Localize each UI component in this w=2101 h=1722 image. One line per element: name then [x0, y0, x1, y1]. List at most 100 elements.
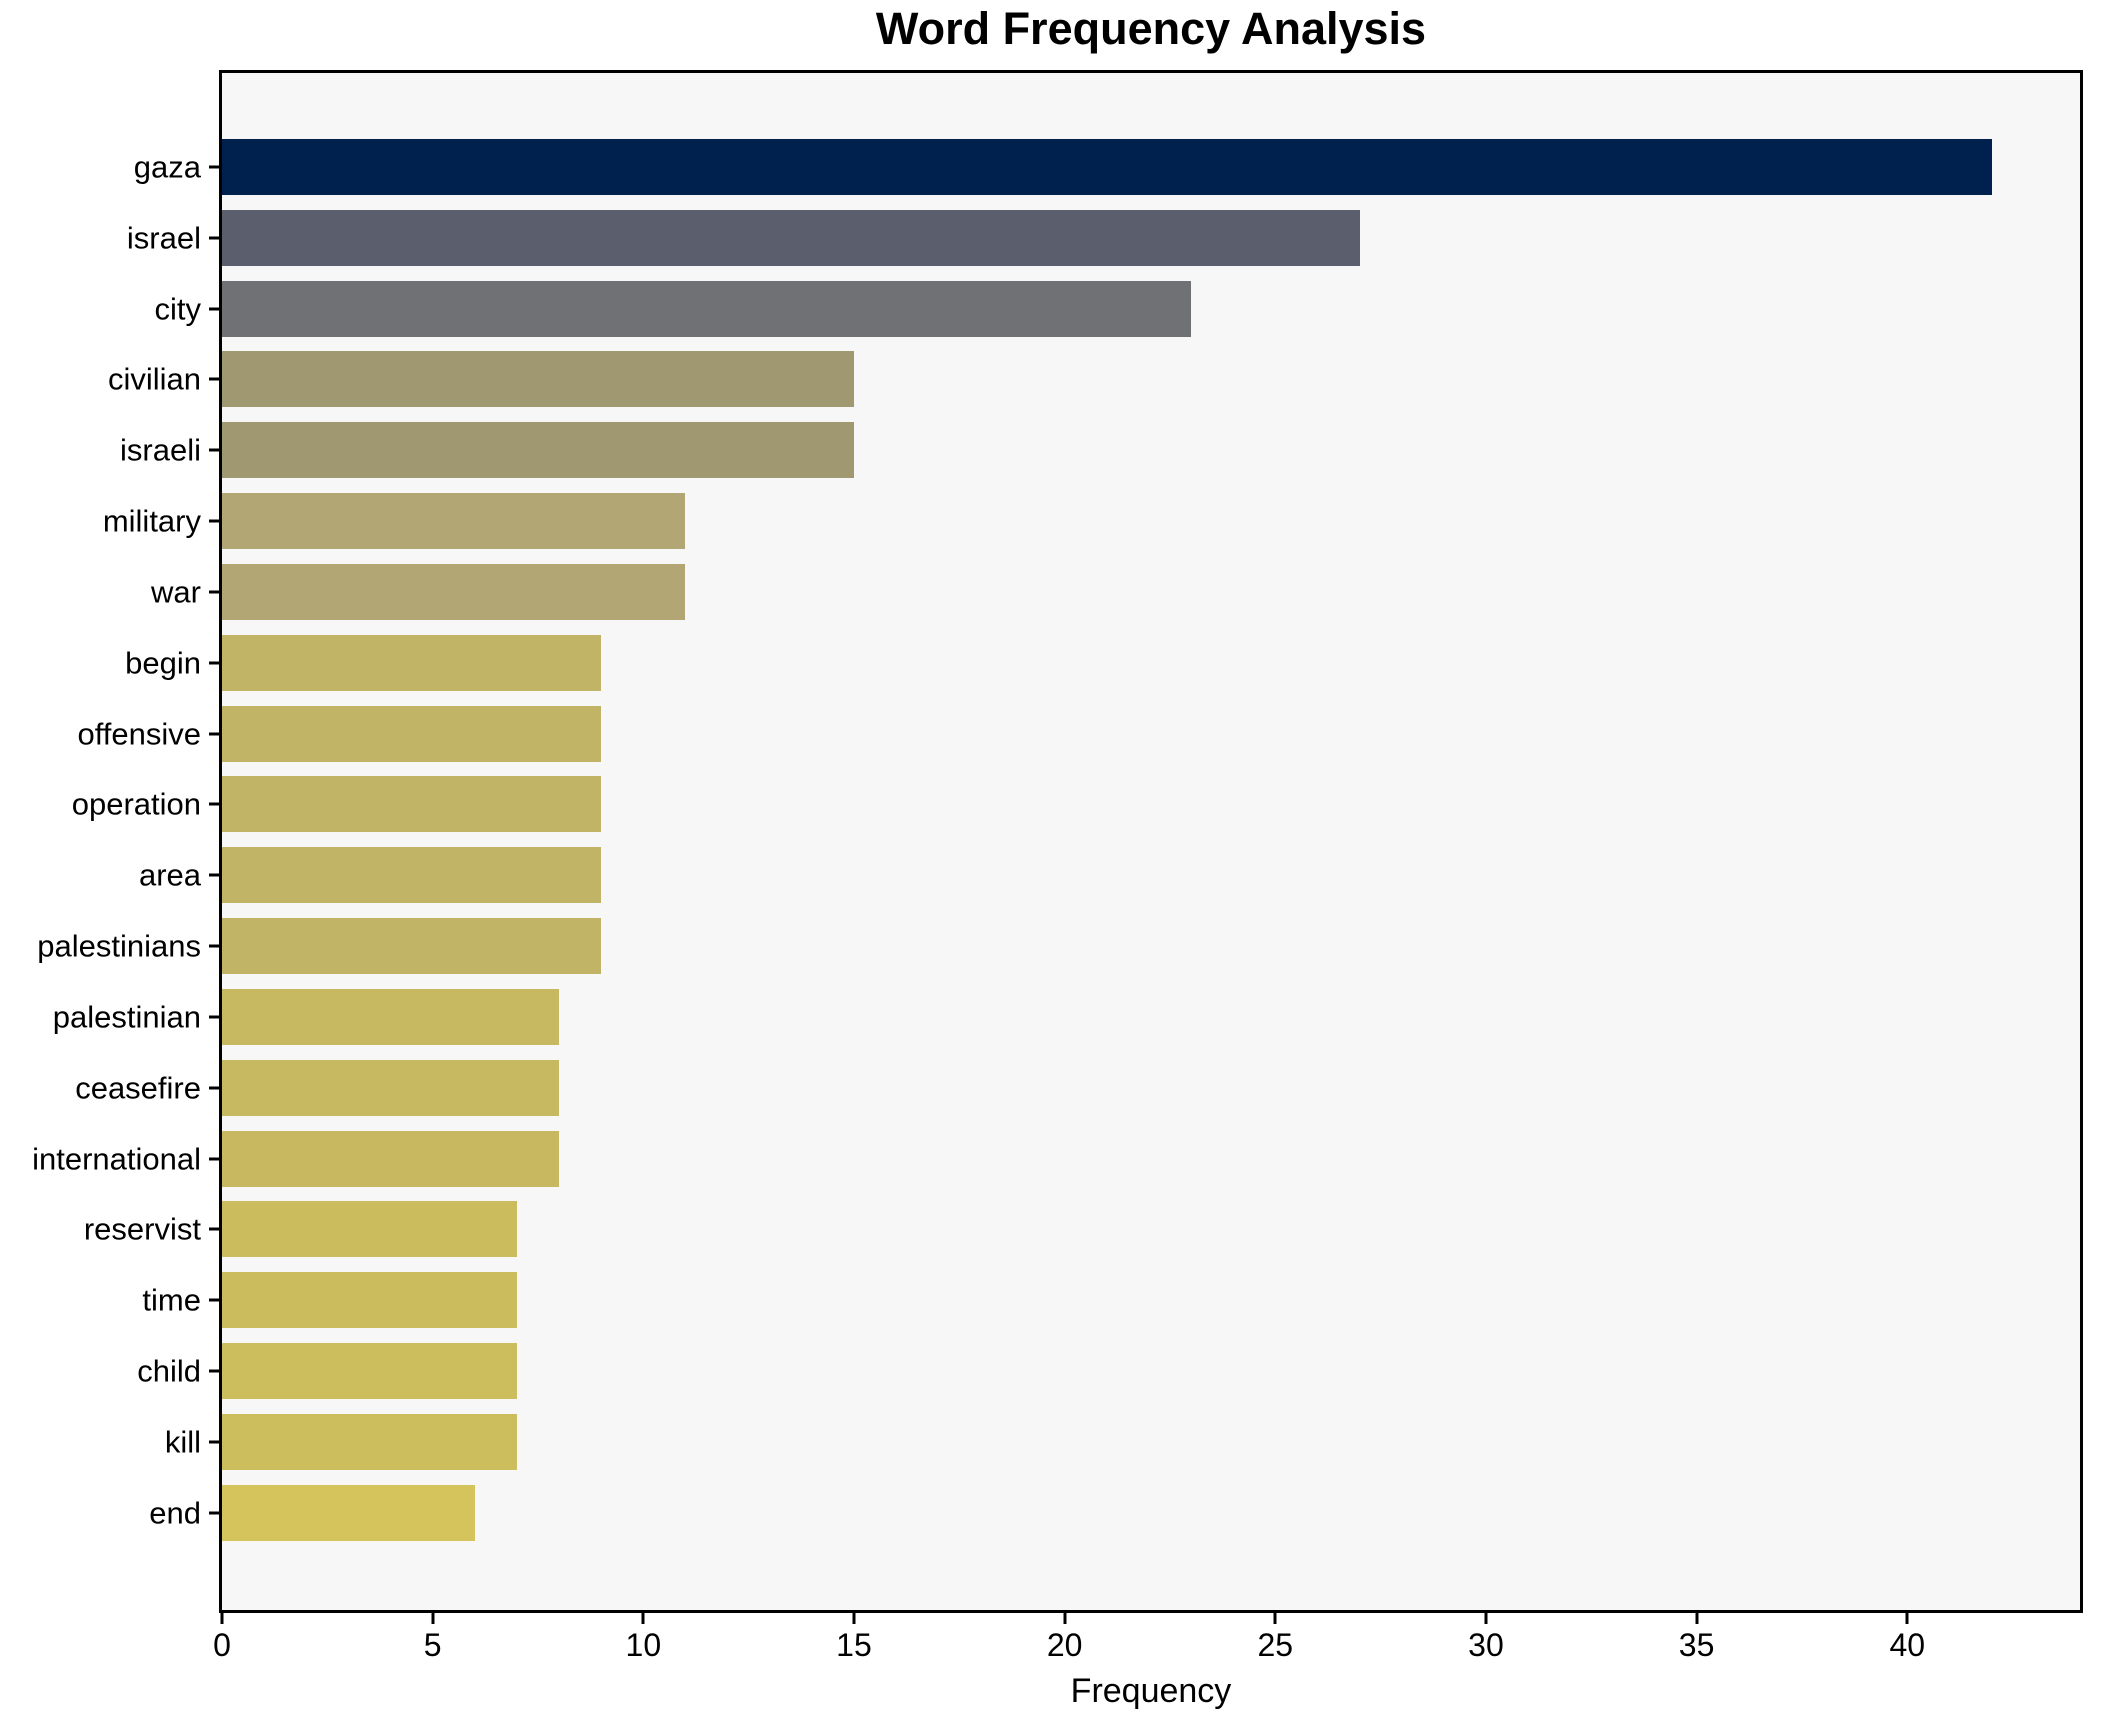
x-tick-mark	[852, 1613, 856, 1624]
frequency-bar	[222, 847, 602, 904]
frequency-bar	[222, 493, 686, 550]
x-tick-mark	[1063, 1613, 1067, 1624]
bar-row: civilian	[108, 351, 2080, 408]
frequency-bar	[222, 634, 602, 691]
bar-row: reservist	[84, 1201, 2080, 1258]
frequency-bar	[222, 1484, 475, 1541]
x-axis-label: Frequency	[1070, 1672, 1232, 1710]
x-tick-mark	[1905, 1613, 1909, 1624]
bar-row: offensive	[77, 705, 2080, 762]
y-axis-category-label: israel	[126, 220, 201, 256]
y-axis-category-label: palestinian	[52, 999, 201, 1035]
y-tick-mark	[209, 1227, 219, 1231]
bars-layer: gaza israel city civilian israeli military war…	[32, 73, 2080, 1610]
bar-row: israeli	[120, 422, 2080, 479]
bar-row: ceasefire	[75, 1059, 2080, 1116]
chart-title: Word Frequency Analysis	[875, 3, 1427, 54]
y-axis-category-label: international	[32, 1141, 201, 1177]
y-tick-mark	[209, 165, 219, 169]
y-tick-mark	[209, 944, 219, 948]
frequency-bar	[222, 280, 1192, 337]
frequency-bar	[222, 1130, 560, 1187]
frequency-bar	[222, 139, 1992, 195]
y-axis-category-label: gaza	[133, 149, 201, 185]
x-tick-label: 15	[836, 1627, 872, 1663]
y-axis-category-label: military	[102, 503, 201, 539]
bar-row: kill	[165, 1413, 2080, 1470]
x-tick-label: 5	[423, 1627, 442, 1663]
bar-row: operation	[72, 776, 2080, 833]
y-tick-mark	[209, 1015, 219, 1019]
y-tick-mark	[209, 1440, 219, 1444]
y-axis-category-label: child	[137, 1353, 201, 1389]
y-tick-mark	[209, 307, 219, 311]
frequency-bar	[222, 1413, 517, 1470]
y-axis-category-label: time	[142, 1282, 201, 1318]
bar-row: israel	[127, 209, 2080, 266]
y-tick-mark	[209, 448, 219, 452]
x-tick-mark	[1695, 1613, 1699, 1624]
bar-row: military	[103, 493, 2080, 550]
x-tick-label: 30	[1468, 1627, 1504, 1663]
y-axis-category-label: palestinians	[37, 928, 201, 964]
y-tick-mark	[209, 1511, 219, 1515]
y-tick-mark	[209, 732, 219, 736]
x-tick-mark	[220, 1613, 224, 1624]
y-axis-category-label: reservist	[83, 1211, 201, 1247]
y-tick-mark	[209, 1157, 219, 1161]
bar-row: international	[32, 1130, 2080, 1187]
frequency-bar	[222, 563, 686, 620]
y-tick-mark	[209, 590, 219, 594]
bar-row: city	[155, 280, 2080, 337]
frequency-bar	[222, 209, 1360, 266]
bar-row: war	[151, 563, 2080, 620]
plot-area: gaza israel city civilian israeli military war…	[32, 70, 2083, 1613]
bar-row: time	[142, 1272, 2080, 1329]
y-axis-category-label: war	[151, 574, 201, 610]
x-tick-label: 40	[1889, 1627, 1926, 1663]
y-axis-category-label: operation	[71, 786, 201, 822]
frequency-bar	[222, 988, 560, 1045]
y-tick-mark	[209, 802, 219, 806]
y-axis-category-label: end	[149, 1495, 201, 1531]
frequency-bar	[222, 1343, 517, 1400]
y-axis-category-label: kill	[164, 1424, 201, 1460]
bar-row: end	[149, 1484, 2080, 1541]
y-axis-category-label: offensive	[77, 716, 201, 752]
y-axis-category-label: israeli	[120, 432, 201, 468]
y-axis-category-label: begin	[125, 645, 201, 681]
x-tick-label: 20	[1046, 1627, 1083, 1663]
bar-row: palestinians	[37, 918, 2080, 975]
frequency-bar	[222, 918, 602, 975]
frequency-bar	[222, 422, 854, 479]
bar-row: gaza	[134, 139, 2080, 195]
y-axis-category-label: city	[154, 291, 202, 327]
x-tick-label: 0	[213, 1627, 231, 1663]
y-tick-mark	[209, 236, 219, 240]
frequency-bar	[222, 776, 602, 833]
bar-row: area	[139, 847, 2080, 904]
y-tick-mark	[209, 1086, 219, 1090]
frequency-bar	[222, 351, 854, 408]
y-tick-mark	[209, 377, 219, 381]
bar-row: palestinian	[53, 988, 2080, 1045]
y-tick-mark	[209, 661, 219, 665]
x-tick-label: 35	[1678, 1627, 1715, 1663]
x-tick-mark	[641, 1613, 645, 1624]
frequency-bar	[222, 1059, 560, 1116]
y-axis-category-label: civilian	[107, 361, 201, 397]
frequency-bar	[222, 1272, 517, 1329]
x-tick-mark	[1484, 1613, 1488, 1624]
x-tick-mark	[1273, 1613, 1277, 1624]
x-tick-mark	[431, 1613, 435, 1624]
x-tick-label: 10	[625, 1627, 662, 1663]
x-tick-label: 25	[1257, 1627, 1294, 1663]
frequency-bar	[222, 1201, 517, 1258]
y-tick-mark	[209, 1298, 219, 1302]
y-axis-category-label: area	[138, 857, 201, 893]
y-tick-mark	[209, 1369, 219, 1373]
bar-row: child	[137, 1343, 2080, 1400]
bar-row: begin	[125, 634, 2080, 691]
frequency-bar	[222, 705, 602, 762]
